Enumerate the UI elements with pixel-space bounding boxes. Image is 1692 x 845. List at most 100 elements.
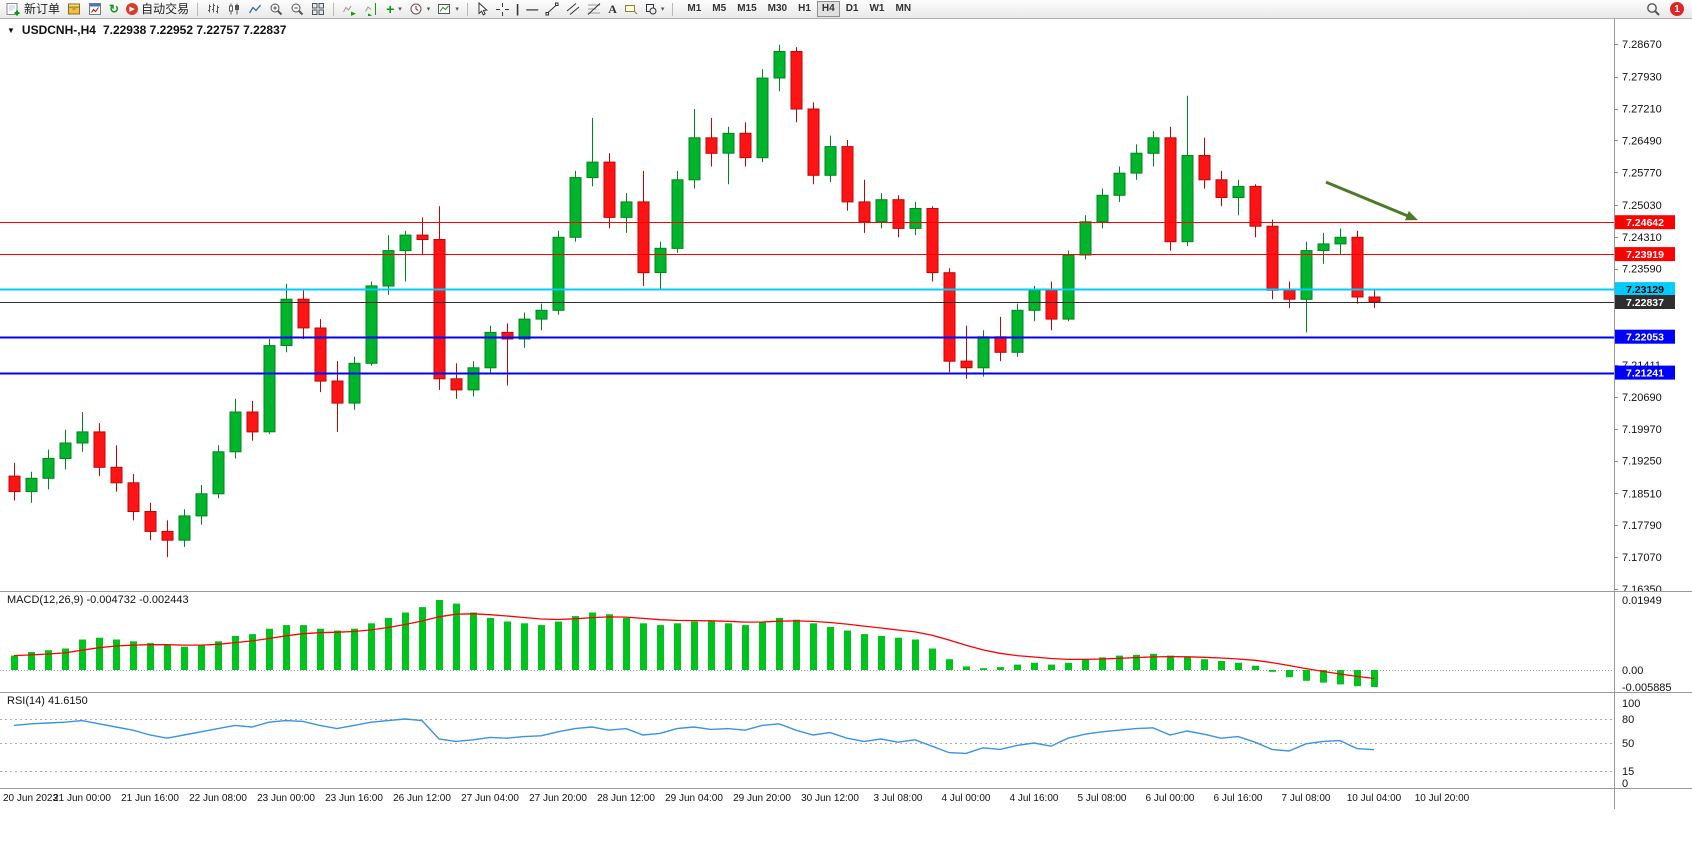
templates-button[interactable]: ▾ (434, 1, 462, 18)
svg-text:7.24642: 7.24642 (1626, 217, 1664, 229)
zoom-out-button[interactable] (287, 1, 307, 18)
shapes-icon (645, 4, 657, 15)
timeframe-button-h1[interactable]: H1 (793, 1, 816, 17)
rsi-chart[interactable]: 100 80 50 150 (0, 693, 1692, 788)
refresh-icon: ↻ (109, 2, 120, 16)
price-axis-label: 7.19970 (1622, 424, 1662, 436)
timeframe-button-mn[interactable]: MN (890, 1, 916, 17)
time-axis-label: 22 Jun 08:00 (189, 793, 247, 804)
chevron-down-icon: ▾ (455, 5, 459, 13)
archive-box-button[interactable] (64, 1, 84, 18)
toolbar-right: 1 (1643, 1, 1689, 18)
macd-chart[interactable]: 0.01949 0.00 -0.005885 (0, 592, 1692, 692)
macd-histogram (11, 600, 1378, 687)
price-tag: 7.22837 (1615, 295, 1675, 309)
candlestick-chart[interactable]: 7.28670 7.27930 7.27210 7.26490 7.25770 7.250… (0, 19, 1692, 591)
time-axis-label: 5 Jul 08:00 (1077, 793, 1127, 804)
text-icon: A (608, 2, 617, 16)
time-axis-label: 28 Jun 12:00 (597, 793, 655, 804)
svg-text:7.21241: 7.21241 (1626, 368, 1664, 380)
add-indicator-icon: + (386, 1, 395, 17)
price-tag: 7.24642 (1615, 215, 1675, 230)
line-chart-button[interactable] (245, 1, 265, 18)
bar-chart-button[interactable] (203, 1, 223, 18)
cursor-button[interactable] (473, 1, 491, 18)
vertical-line-button[interactable]: | (513, 1, 522, 18)
vertical-line-icon: | (515, 2, 520, 16)
toolbar-separator (197, 2, 199, 16)
text-label-button[interactable] (621, 1, 641, 18)
timeframe-button-m30[interactable]: M30 (763, 1, 792, 17)
archive-box-icon (68, 3, 81, 15)
time-axis-label: 7 Jul 08:00 (1281, 793, 1331, 804)
fibonacci-button[interactable] (584, 1, 604, 18)
price-axis-label: 7.28670 (1622, 39, 1662, 51)
time-axis-label: 6 Jul 00:00 (1145, 793, 1195, 804)
timeframe-button-d1[interactable]: D1 (841, 1, 864, 17)
arrow-annotation[interactable] (1325, 180, 1418, 221)
horizontal-line-button[interactable]: — (523, 1, 541, 18)
candlestick-chart-button[interactable] (224, 1, 244, 18)
auto-trading-button[interactable]: ▶ 自动交易 (123, 1, 192, 18)
time-axis-label: 21 Jun 00:00 (53, 793, 111, 804)
time-axis-label: 3 Jul 08:00 (873, 793, 923, 804)
candlestick-chart-icon (229, 3, 240, 15)
time-axis[interactable]: 20 Jun 2023 21 Jun 00:00 21 Jun 16:00 22 Ju… (0, 788, 1692, 809)
expand-triangle-icon[interactable]: ▼ (7, 25, 15, 35)
crosshair-button[interactable] (492, 1, 512, 18)
cursor-icon (478, 2, 488, 16)
macd-axis-label: 0.00 (1622, 665, 1643, 677)
zoom-in-button[interactable] (266, 1, 286, 18)
svg-text:7.22837: 7.22837 (1626, 297, 1664, 309)
panel-divider[interactable] (0, 692, 1692, 693)
svg-text:7.23919: 7.23919 (1626, 249, 1664, 261)
auto-scroll-button[interactable] (339, 1, 360, 18)
play-icon: ▶ (129, 5, 135, 13)
equidistant-channel-icon (566, 3, 580, 15)
search-button[interactable] (1643, 1, 1663, 18)
text-button[interactable]: A (605, 1, 620, 18)
timeframe-button-w1[interactable]: W1 (864, 1, 889, 17)
panel-divider[interactable] (0, 591, 1692, 592)
bar-chart-icon (208, 3, 220, 14)
price-axis-label: 7.18510 (1622, 488, 1662, 500)
price-tag: 7.23919 (1615, 247, 1675, 262)
rsi-axis-label: 0 (1622, 778, 1628, 788)
notification-badge[interactable]: 1 (1670, 2, 1684, 16)
indicators-button[interactable]: + ▾ (383, 1, 405, 18)
periods-button[interactable]: ▾ (406, 1, 434, 18)
new-order-label: 新订单 (24, 2, 61, 16)
timeframe-button-m1[interactable]: M1 (682, 1, 706, 17)
price-chart-panel[interactable]: 7.28670 7.27930 7.27210 7.26490 7.25770 7.250… (0, 19, 1692, 591)
auto-trading-icon: ▶ (126, 3, 139, 15)
bottom-filler (0, 808, 1692, 845)
time-axis-label: 27 Jun 20:00 (529, 793, 587, 804)
text-label-icon (624, 5, 638, 15)
timeframe-button-m5[interactable]: M5 (707, 1, 731, 17)
time-axis-label: 30 Jun 12:00 (801, 793, 859, 804)
line-chart-icon (249, 4, 262, 14)
macd-indicator-panel[interactable]: 0.01949 0.00 -0.005885 MACD(12,26,9) -0.00… (0, 592, 1692, 692)
shapes-button[interactable]: ▾ (642, 1, 668, 18)
chart-shift-button[interactable] (361, 1, 382, 18)
auto-trading-label: 自动交易 (141, 2, 190, 16)
trendline-button[interactable] (542, 1, 562, 18)
timeframe-button-h4[interactable]: H4 (816, 1, 840, 17)
market-watch-button[interactable] (85, 1, 105, 18)
new-order-button[interactable]: 新订单 (3, 1, 63, 18)
candlesticks[interactable] (8, 44, 1381, 558)
periods-clock-icon (410, 3, 422, 15)
new-order-icon (6, 3, 20, 16)
channel-button[interactable] (563, 1, 583, 18)
price-tag: 7.21241 (1615, 365, 1675, 380)
tile-windows-button[interactable] (308, 1, 328, 18)
rsi-axis-label: 80 (1622, 714, 1634, 726)
macd-axis-label: 0.01949 (1622, 595, 1662, 607)
chart-shift-icon (365, 3, 377, 16)
time-axis-label: 27 Jun 04:00 (461, 793, 519, 804)
refresh-button[interactable]: ↻ (106, 1, 122, 18)
rsi-indicator-panel[interactable]: 100 80 50 15 0 RSI(14) 41.6150 (0, 693, 1692, 788)
price-axis-label: 7.17790 (1622, 520, 1662, 532)
time-axis-label: 26 Jun 12:00 (393, 793, 451, 804)
timeframe-button-m15[interactable]: M15 (732, 1, 761, 17)
